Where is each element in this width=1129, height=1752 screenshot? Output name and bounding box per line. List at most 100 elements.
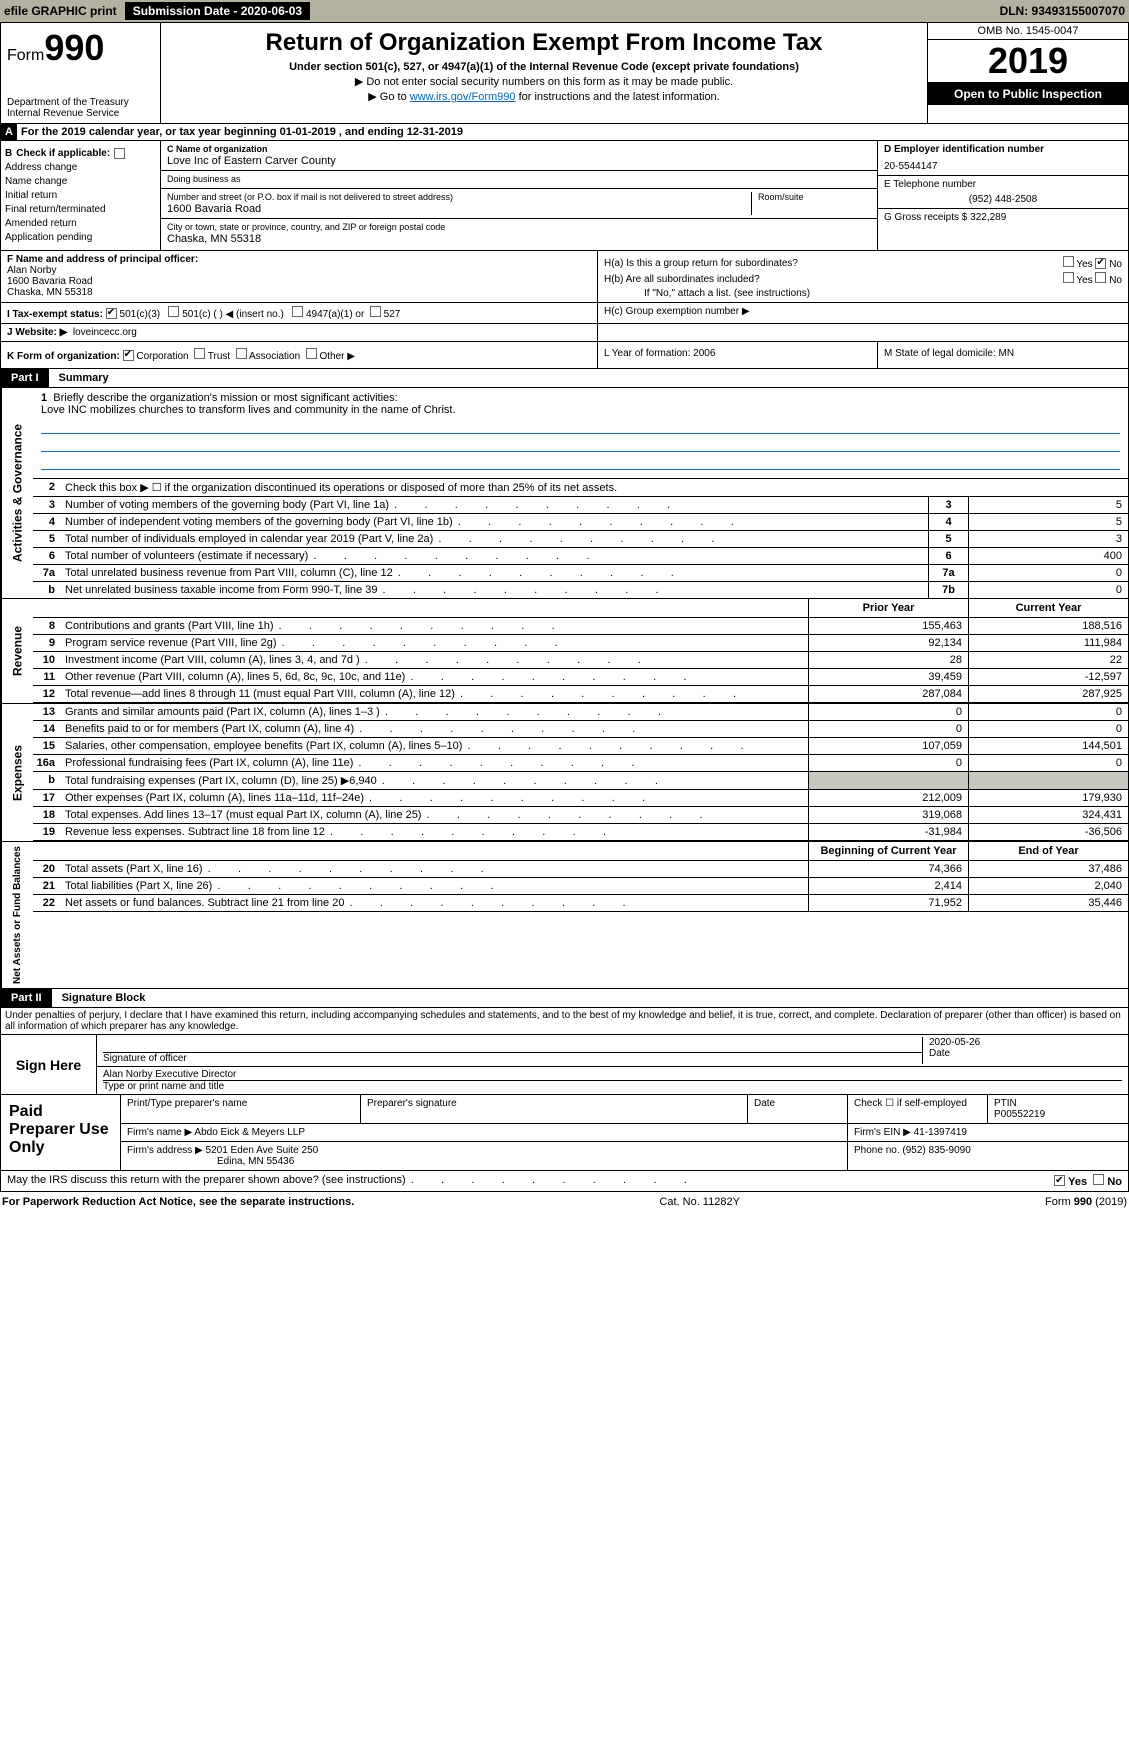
page-footer: For Paperwork Reduction Act Notice, see … bbox=[0, 1192, 1129, 1212]
h-cell: H(a) Is this a group return for subordin… bbox=[598, 251, 1128, 302]
check-name: Name change bbox=[5, 176, 67, 187]
ptin: P00552219 bbox=[994, 1109, 1045, 1120]
paid-preparer-block: Paid Preparer Use Only Print/Type prepar… bbox=[0, 1095, 1129, 1171]
submission-date: Submission Date - 2020-06-03 bbox=[125, 2, 310, 20]
summary-line: 13Grants and similar amounts paid (Part … bbox=[33, 704, 1128, 721]
line-a: A For the 2019 calendar year, or tax yea… bbox=[0, 124, 1129, 141]
summary-line: 5Total number of individuals employed in… bbox=[33, 531, 1128, 548]
checkbox-icon[interactable] bbox=[1063, 256, 1074, 267]
officer-print-name: Alan Norby Executive Director bbox=[103, 1069, 1122, 1081]
checkbox-icon[interactable] bbox=[1093, 1174, 1104, 1185]
state-domicile: M State of legal domicile: MN bbox=[878, 342, 1128, 368]
summary-line: 14Benefits paid to or for members (Part … bbox=[33, 721, 1128, 738]
officer-h-row: F Name and address of principal officer:… bbox=[0, 251, 1129, 303]
summary-line: 8Contributions and grants (Part VIII, li… bbox=[33, 618, 1128, 635]
tax-year: 2019 bbox=[928, 40, 1128, 83]
firm-addr1: 5201 Eden Ave Suite 250 bbox=[206, 1145, 319, 1156]
summary-line: 15Salaries, other compensation, employee… bbox=[33, 738, 1128, 755]
firm-name: Abdo Eick & Meyers LLP bbox=[194, 1127, 305, 1138]
checkbox-icon[interactable] bbox=[370, 306, 381, 317]
summary-line: 3Number of voting members of the governi… bbox=[33, 497, 1128, 514]
summary-line: 19Revenue less expenses. Subtract line 1… bbox=[33, 824, 1128, 841]
omb-number: OMB No. 1545-0047 bbox=[928, 23, 1128, 40]
officer-city: Chaska, MN 55318 bbox=[7, 287, 591, 298]
header-right-cell: OMB No. 1545-0047 2019 Open to Public In… bbox=[928, 23, 1128, 123]
k-row: K Form of organization: Corporation Trus… bbox=[0, 342, 1129, 369]
inspection-badge: Open to Public Inspection bbox=[928, 83, 1128, 105]
form-number: 990 bbox=[44, 27, 104, 68]
checkbox-checked-icon[interactable] bbox=[1054, 1175, 1065, 1186]
summary-line: 6Total number of volunteers (estimate if… bbox=[33, 548, 1128, 565]
checkbox-icon[interactable] bbox=[292, 306, 303, 317]
expenses-section: Expenses 13Grants and similar amounts pa… bbox=[0, 704, 1129, 842]
year-formation: L Year of formation: 2006 bbox=[598, 342, 878, 368]
checkbox-icon[interactable] bbox=[114, 148, 125, 159]
part2-header: Part II Signature Block bbox=[0, 989, 1129, 1008]
check-amended: Amended return bbox=[5, 218, 77, 229]
revenue-section: Revenue Prior Year Current Year 8Contrib… bbox=[0, 599, 1129, 704]
summary-line: 17Other expenses (Part IX, column (A), l… bbox=[33, 790, 1128, 807]
summary-line: 2Check this box ▶ ☐ if the organization … bbox=[33, 479, 1128, 497]
form-id-cell: Form990 Department of the Treasury Inter… bbox=[1, 23, 161, 123]
form-title: Return of Organization Exempt From Incom… bbox=[167, 29, 921, 57]
officer-name: Alan Norby bbox=[7, 265, 591, 276]
dept-label: Department of the Treasury bbox=[7, 97, 154, 108]
form-label: Form bbox=[7, 47, 44, 64]
brief-line: 1 Briefly describe the organization's mi… bbox=[33, 388, 1128, 479]
summary-line: bNet unrelated business taxable income f… bbox=[33, 582, 1128, 598]
summary-line: bTotal fundraising expenses (Part IX, co… bbox=[33, 772, 1128, 790]
tax-status-cell: I Tax-exempt status: 501(c)(3) 501(c) ( … bbox=[1, 303, 598, 323]
ein-value: 20-5544147 bbox=[884, 161, 1122, 172]
summary-line: 12Total revenue—add lines 8 through 11 (… bbox=[33, 686, 1128, 703]
checkbox-checked-icon[interactable] bbox=[1095, 258, 1106, 269]
calendar-year-text: For the 2019 calendar year, or tax year … bbox=[17, 124, 1128, 140]
checkbox-icon[interactable] bbox=[306, 348, 317, 359]
goto-notice: ▶ Go to www.irs.gov/Form990 for instruct… bbox=[167, 90, 921, 103]
summary-line: 18Total expenses. Add lines 13–17 (must … bbox=[33, 807, 1128, 824]
revenue-vlabel: Revenue bbox=[1, 599, 33, 703]
form-title-cell: Return of Organization Exempt From Incom… bbox=[161, 23, 928, 123]
street-address: 1600 Bavaria Road bbox=[167, 203, 751, 215]
summary-line: 7aTotal unrelated business revenue from … bbox=[33, 565, 1128, 582]
summary-line: 22Net assets or fund balances. Subtract … bbox=[33, 895, 1128, 912]
check-final: Final return/terminated bbox=[5, 204, 106, 215]
check-address: Address change bbox=[5, 162, 77, 173]
checkbox-icon[interactable] bbox=[236, 348, 247, 359]
checkbox-icon[interactable] bbox=[1095, 272, 1106, 283]
website-value: loveincecc.org bbox=[73, 327, 137, 338]
net-vlabel: Net Assets or Fund Balances bbox=[1, 842, 33, 988]
sign-date: 2020-05-26 bbox=[929, 1037, 1122, 1048]
summary-line: 11Other revenue (Part VIII, column (A), … bbox=[33, 669, 1128, 686]
firm-ein: 41-1397419 bbox=[914, 1127, 967, 1138]
phone-value: (952) 448-2508 bbox=[884, 194, 1122, 205]
checkbox-icon[interactable] bbox=[168, 306, 179, 317]
summary-line: 16aProfessional fundraising fees (Part I… bbox=[33, 755, 1128, 772]
irs-link[interactable]: www.irs.gov/Form990 bbox=[410, 91, 516, 103]
city-state-zip: Chaska, MN 55318 bbox=[167, 233, 871, 245]
officer-cell: F Name and address of principal officer:… bbox=[1, 251, 598, 302]
main-info-grid: B Check if applicable: Address change Na… bbox=[0, 141, 1129, 251]
summary-line: 9Program service revenue (Part VIII, lin… bbox=[33, 635, 1128, 652]
penalties-text: Under penalties of perjury, I declare th… bbox=[0, 1008, 1129, 1035]
col-c-org: C Name of organization Love Inc of Easte… bbox=[161, 141, 878, 250]
firm-addr2: Edina, MN 55436 bbox=[217, 1156, 294, 1167]
website-row: J Website: ▶ loveincecc.org bbox=[0, 324, 1129, 342]
checkbox-icon[interactable] bbox=[194, 348, 205, 359]
col-d-info: D Employer identification number 20-5544… bbox=[878, 141, 1128, 250]
irs-label: Internal Revenue Service bbox=[7, 108, 154, 119]
checkbox-checked-icon[interactable] bbox=[123, 350, 134, 361]
summary-line: 4Number of independent voting members of… bbox=[33, 514, 1128, 531]
status-row: I Tax-exempt status: 501(c)(3) 501(c) ( … bbox=[0, 303, 1129, 324]
mission-text: Love INC mobilizes churches to transform… bbox=[41, 404, 456, 416]
checkbox-checked-icon[interactable] bbox=[106, 308, 117, 319]
form-header: Form990 Department of the Treasury Inter… bbox=[0, 22, 1129, 124]
gross-receipts: G Gross receipts $ 322,289 bbox=[884, 212, 1122, 223]
check-initial: Initial return bbox=[5, 190, 57, 201]
org-name: Love Inc of Eastern Carver County bbox=[167, 155, 871, 167]
checkbox-icon[interactable] bbox=[1063, 272, 1074, 283]
expenses-vlabel: Expenses bbox=[1, 704, 33, 841]
check-pending: Application pending bbox=[5, 232, 92, 243]
efile-header-bar: efile GRAPHIC print Submission Date - 20… bbox=[0, 0, 1129, 22]
ssn-notice: ▶ Do not enter social security numbers o… bbox=[167, 75, 921, 88]
summary-line: 20Total assets (Part X, line 16)74,36637… bbox=[33, 861, 1128, 878]
